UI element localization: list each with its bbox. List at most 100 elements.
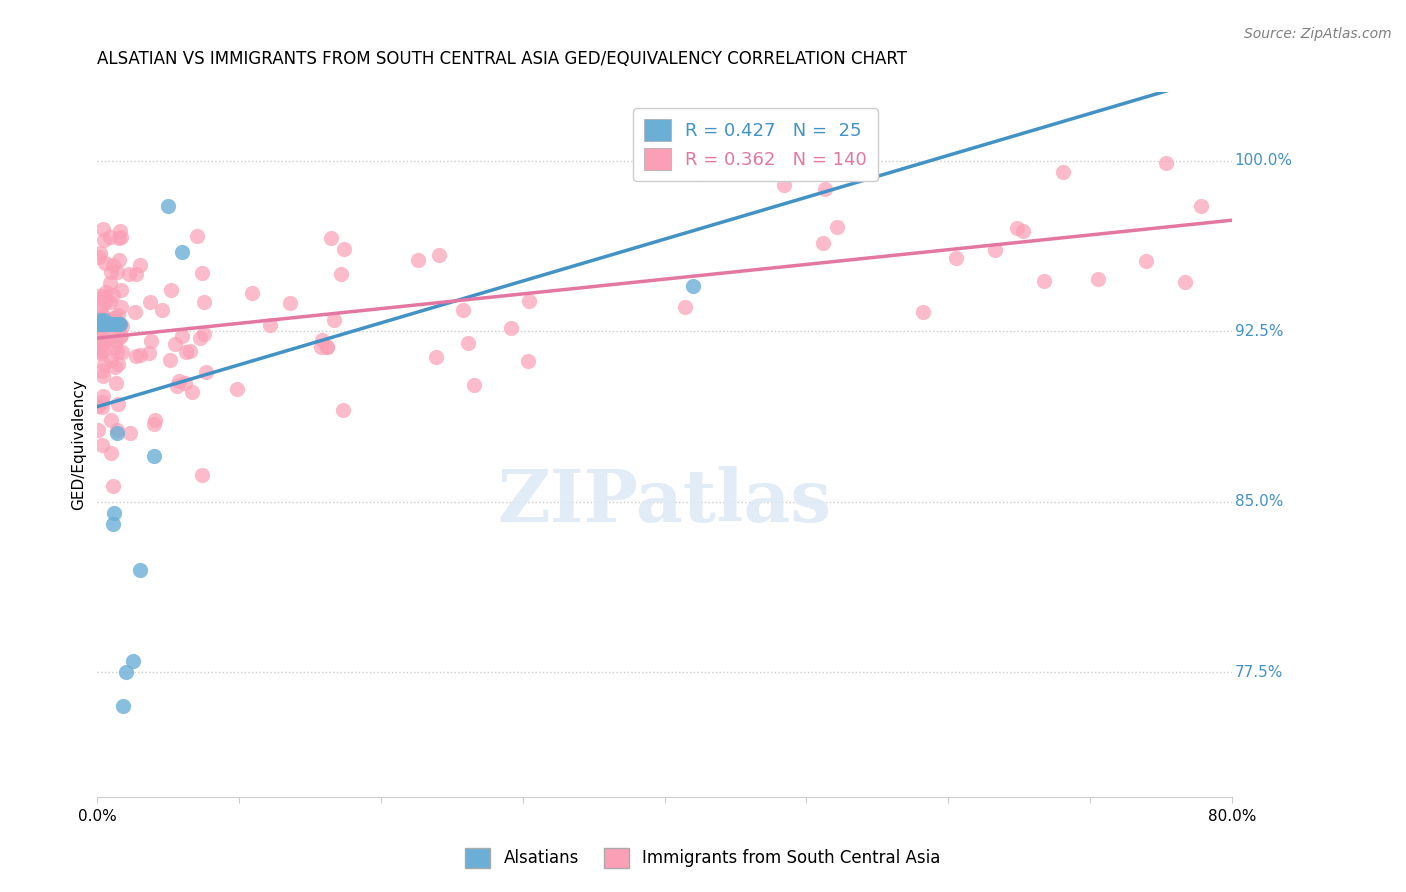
Point xyxy=(143,417,166,431)
Point xyxy=(814,182,837,196)
Point xyxy=(673,300,696,314)
Point xyxy=(110,344,132,359)
Point xyxy=(329,267,352,281)
Point xyxy=(193,327,215,342)
Point xyxy=(124,267,146,281)
Point xyxy=(104,310,127,325)
Point xyxy=(114,665,136,680)
Point xyxy=(100,413,122,427)
Point xyxy=(90,318,112,332)
Point xyxy=(141,334,163,348)
Point xyxy=(91,343,114,357)
Point xyxy=(98,276,121,290)
Legend: Alsatians, Immigrants from South Central Asia: Alsatians, Immigrants from South Central… xyxy=(458,841,948,875)
Point xyxy=(94,318,117,332)
Point xyxy=(87,289,110,303)
Point xyxy=(89,245,111,260)
Point xyxy=(165,336,187,351)
Legend: R = 0.427   N =  25, R = 0.362   N = 140: R = 0.427 N = 25, R = 0.362 N = 140 xyxy=(633,109,877,181)
Point xyxy=(93,312,115,326)
Point xyxy=(91,318,114,332)
Point xyxy=(172,244,194,259)
Point xyxy=(104,316,127,330)
Point xyxy=(97,332,120,346)
Point xyxy=(157,199,180,213)
Point xyxy=(90,303,112,318)
Point xyxy=(174,345,197,359)
Point xyxy=(174,376,197,390)
Point xyxy=(93,289,115,303)
Point xyxy=(240,286,263,301)
Point xyxy=(107,318,129,332)
Point xyxy=(96,285,118,299)
Point xyxy=(108,224,131,238)
Point xyxy=(90,311,112,326)
Point xyxy=(159,283,181,297)
Point xyxy=(105,426,128,441)
Text: 80.0%: 80.0% xyxy=(1208,809,1256,824)
Point xyxy=(101,517,124,532)
Point xyxy=(118,425,141,440)
Point xyxy=(111,699,134,714)
Point xyxy=(128,563,150,577)
Point xyxy=(166,379,188,393)
Point xyxy=(107,357,129,371)
Point xyxy=(180,384,202,399)
Point xyxy=(682,278,704,293)
Point xyxy=(1174,275,1197,289)
Point xyxy=(105,376,128,390)
Point xyxy=(105,423,128,437)
Text: 85.0%: 85.0% xyxy=(1234,494,1284,509)
Point xyxy=(91,368,114,383)
Point xyxy=(170,328,193,343)
Point xyxy=(143,449,166,463)
Point xyxy=(91,438,114,452)
Point xyxy=(186,228,208,243)
Point xyxy=(316,340,339,354)
Point xyxy=(984,243,1007,257)
Point xyxy=(190,331,212,345)
Point xyxy=(110,300,132,314)
Point xyxy=(517,354,540,368)
Point xyxy=(97,327,120,342)
Point xyxy=(333,242,356,256)
Point xyxy=(945,252,967,266)
Point xyxy=(311,340,333,354)
Point xyxy=(91,317,114,331)
Y-axis label: GED/Equivalency: GED/Equivalency xyxy=(72,379,86,510)
Point xyxy=(100,446,122,460)
Point xyxy=(143,413,166,427)
Point xyxy=(226,382,249,396)
Point xyxy=(103,312,125,326)
Point xyxy=(93,290,115,304)
Point xyxy=(105,334,128,349)
Point xyxy=(911,305,934,319)
Point xyxy=(451,302,474,317)
Point xyxy=(311,333,333,347)
Text: ZIPatlas: ZIPatlas xyxy=(498,466,832,537)
Point xyxy=(110,283,132,297)
Point xyxy=(89,323,111,337)
Point xyxy=(1135,254,1157,268)
Point xyxy=(1156,156,1178,170)
Point xyxy=(100,265,122,279)
Point xyxy=(190,468,212,483)
Point xyxy=(169,374,191,388)
Point xyxy=(104,340,127,354)
Point xyxy=(97,318,120,332)
Point xyxy=(427,248,450,262)
Point xyxy=(91,395,114,409)
Point xyxy=(90,318,112,332)
Point xyxy=(93,233,115,247)
Point xyxy=(315,340,337,354)
Point xyxy=(811,235,834,250)
Point xyxy=(87,343,110,358)
Point xyxy=(94,293,117,308)
Point xyxy=(91,336,114,351)
Point xyxy=(150,303,173,318)
Point xyxy=(91,309,114,323)
Point xyxy=(91,389,114,403)
Point xyxy=(125,349,148,363)
Point xyxy=(463,377,485,392)
Point xyxy=(101,258,124,272)
